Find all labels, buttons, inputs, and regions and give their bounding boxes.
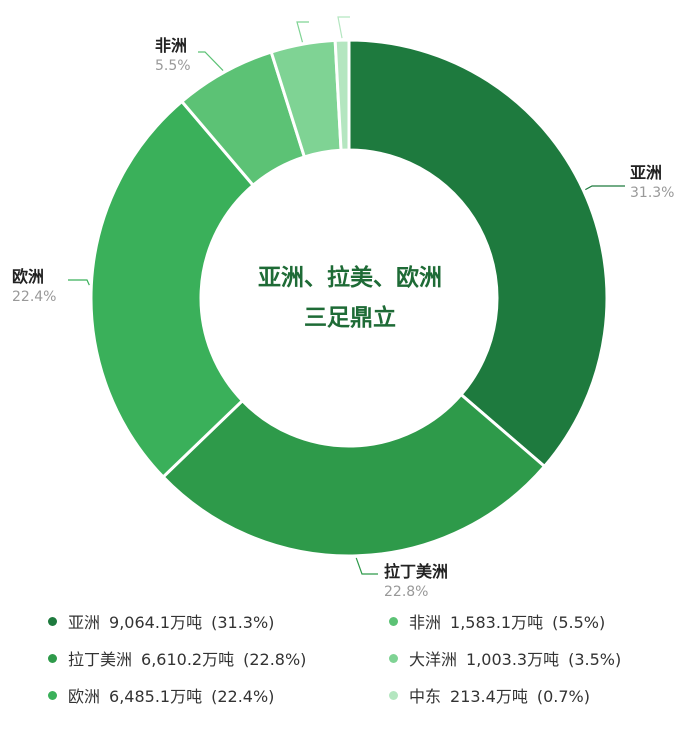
slice-middle-east	[333, 38, 351, 152]
legend-value: 6,610.2万吨	[141, 650, 235, 669]
legend-pct: (22.8%)	[243, 650, 307, 669]
leader-line-europe	[68, 279, 90, 286]
label-europe: 欧洲 22.4%	[12, 267, 56, 307]
legend-item-oceania: 大洋洲 1,003.3万吨 (3.5%)	[389, 649, 621, 671]
legend-pct: (31.3%)	[211, 613, 275, 632]
center-title: 亚洲、拉美、欧洲 三足鼎立	[210, 258, 490, 338]
label-africa-name: 非洲	[155, 36, 188, 55]
legend-item-asia: 亚洲 9,064.1万吨 (31.3%)	[48, 612, 274, 634]
legend-pct: (3.5%)	[568, 650, 622, 669]
legend-dot	[48, 654, 57, 663]
legend-item-middle-east: 中东 213.4万吨 (0.7%)	[389, 686, 590, 708]
legend-value: 213.4万吨	[450, 687, 528, 706]
slice-latam	[161, 392, 547, 558]
legend-name: 拉丁美洲	[68, 650, 133, 669]
legend-name: 亚洲	[68, 613, 101, 632]
donut-chart	[68, 16, 625, 575]
leader-line-africa	[198, 51, 224, 71]
legend-value: 6,485.1万吨	[109, 687, 203, 706]
legend-pct: (5.5%)	[552, 613, 606, 632]
label-latam-pct: 22.8%	[384, 584, 429, 600]
slice-europe	[89, 99, 256, 480]
legend-item-africa: 非洲 1,583.1万吨 (5.5%)	[389, 612, 605, 634]
label-europe-pct: 22.4%	[12, 289, 57, 305]
label-asia: 亚洲 31.3%	[630, 163, 674, 203]
legend-name: 中东	[409, 687, 442, 706]
center-title-line-2: 三足鼎立	[304, 305, 396, 331]
legend-value: 1,003.3万吨	[466, 650, 560, 669]
legend-item-europe: 欧洲 6,485.1万吨 (22.4%)	[48, 686, 274, 708]
slice-asia	[347, 38, 609, 469]
legend-name: 大洋洲	[409, 650, 458, 669]
leader-line-latam	[355, 557, 378, 575]
leader-line-asia	[585, 185, 625, 191]
legend-dot	[389, 691, 398, 700]
leader-line-middle-east	[337, 16, 350, 39]
legend-dot	[48, 617, 57, 626]
label-africa-pct: 5.5%	[155, 58, 191, 74]
legend-pct: (22.4%)	[211, 687, 275, 706]
legend-value: 1,583.1万吨	[450, 613, 544, 632]
legend-dot	[389, 617, 398, 626]
center-title-line-1: 亚洲、拉美、欧洲	[258, 265, 442, 291]
label-asia-name: 亚洲	[630, 163, 663, 182]
legend-item-latam: 拉丁美洲 6,610.2万吨 (22.8%)	[48, 649, 306, 671]
label-europe-name: 欧洲	[12, 267, 45, 286]
label-asia-pct: 31.3%	[630, 185, 675, 201]
legend-pct: (0.7%)	[536, 687, 590, 706]
legend-name: 非洲	[409, 613, 442, 632]
label-latam: 拉丁美洲 22.8%	[384, 562, 448, 602]
legend-name: 欧洲	[68, 687, 101, 706]
label-africa: 非洲 5.5%	[155, 36, 191, 76]
legend-dot	[48, 691, 57, 700]
legend-dot	[389, 654, 398, 663]
legend-value: 9,064.1万吨	[109, 613, 203, 632]
leader-line-oceania	[296, 21, 309, 43]
label-latam-name: 拉丁美洲	[384, 562, 449, 581]
